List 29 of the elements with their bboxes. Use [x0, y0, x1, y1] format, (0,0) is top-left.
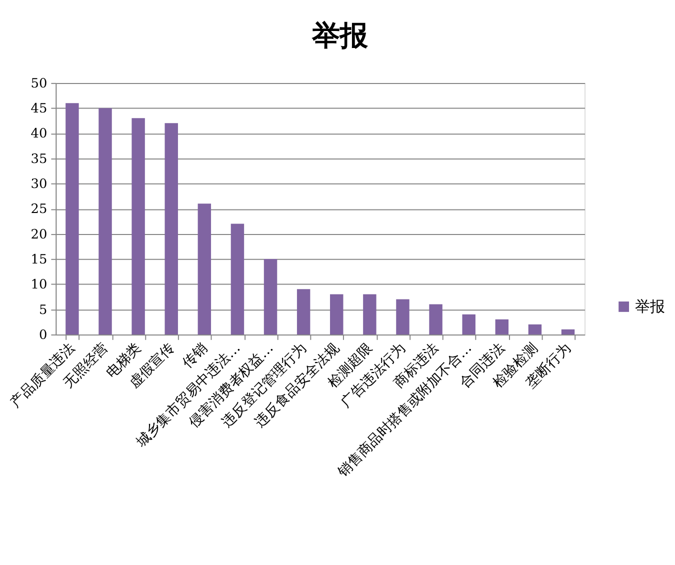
y-tick-label: 25	[30, 202, 48, 218]
bar	[164, 123, 178, 334]
legend-label: 举报	[635, 298, 666, 316]
y-tick-label: 45	[30, 102, 48, 117]
bar	[429, 304, 442, 334]
bar	[264, 259, 278, 334]
y-tick-label: 0	[39, 328, 48, 343]
bar	[561, 329, 575, 334]
bar	[495, 319, 509, 334]
bar	[396, 299, 410, 334]
bar	[66, 103, 79, 334]
bar	[132, 118, 145, 334]
y-tick-label: 30	[30, 177, 48, 192]
chart-title: 举报	[310, 19, 369, 52]
y-tick-label: 50	[30, 76, 48, 92]
bar	[230, 224, 244, 334]
bar	[98, 108, 112, 334]
y-tick-label: 40	[30, 126, 48, 142]
y-tick-label: 35	[30, 152, 48, 167]
y-tick-label: 20	[30, 227, 48, 242]
y-tick-label: 5	[39, 302, 48, 318]
bar	[528, 324, 542, 334]
bar	[198, 204, 212, 334]
y-tick-label: 10	[30, 278, 48, 293]
bar	[330, 294, 344, 334]
y-tick-label: 15	[30, 252, 48, 268]
bar	[462, 314, 476, 334]
bar	[363, 294, 376, 334]
bar	[296, 289, 310, 334]
